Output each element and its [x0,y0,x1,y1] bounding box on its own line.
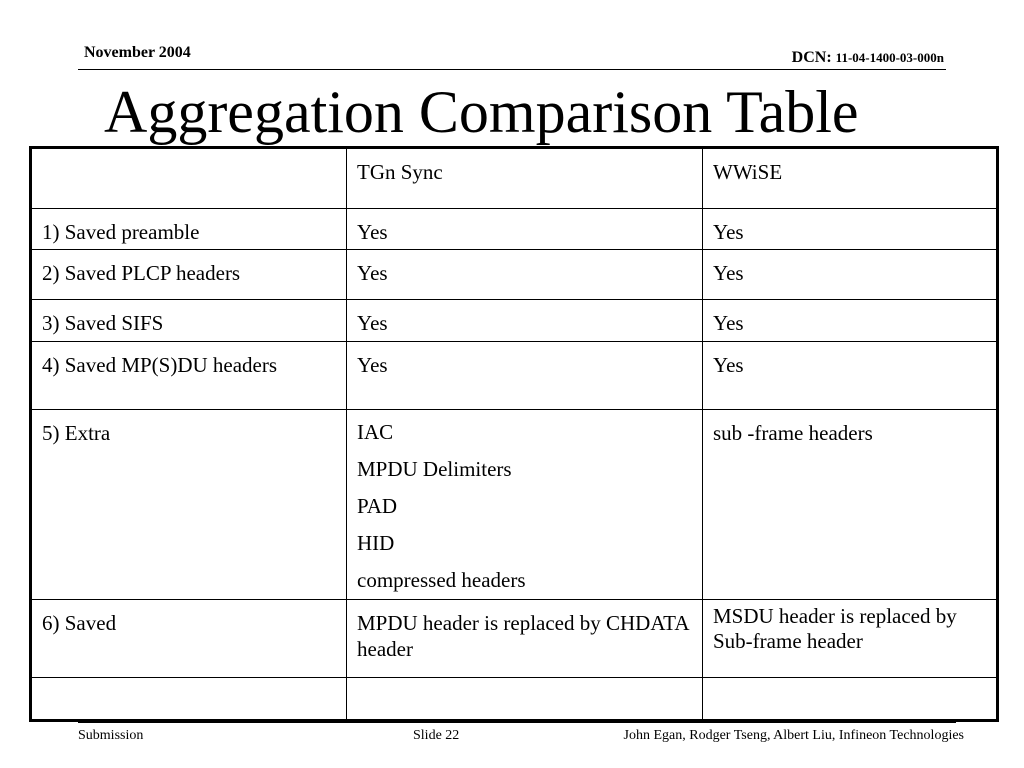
footer-authors: John Egan, Rodger Tseng, Albert Liu, Inf… [623,728,964,743]
table-row: 3) Saved SIFS Yes Yes [30,299,998,342]
list-item: compressed headers [357,568,526,592]
dcn-number: 11-04-1400-03-000n [835,50,944,65]
table-row: 4) Saved MP(S)DU headers Yes Yes [30,341,998,410]
tgn-sync-cell: Yes [346,249,703,300]
comparison-table: TGn Sync WWiSE 1) Saved preamble Yes Yes… [29,146,999,722]
list-item: HID [357,531,395,555]
header-divider [78,69,946,70]
wwise-cell: MSDU header is replaced by Sub-frame hea… [702,599,998,678]
footer-submission: Submission [78,728,144,743]
wwise-cell: Yes [702,299,998,342]
column-header-feature [30,147,347,209]
header-date: November 2004 [84,44,191,61]
wwise-cell: sub -frame headers [702,409,998,600]
tgn-sync-cell: Yes [346,341,703,410]
wwise-cell: Yes [702,208,998,250]
tgn-sync-cell: MPDU header is replaced by CHDATA header [346,599,703,678]
table-row: 2) Saved PLCP headers Yes Yes [30,249,998,300]
footer-divider [78,722,956,723]
header-dcn: DCN: 11-04-1400-03-000n [792,49,944,67]
column-header-wwise: WWiSE [702,147,998,209]
list-item: IAC [357,420,394,444]
tgn-sync-cell: Yes [346,299,703,342]
feature-cell: 2) Saved PLCP headers [30,249,347,300]
slide-title: Aggregation Comparison Table [104,79,859,145]
tgn-sync-cell [346,677,703,721]
dcn-label: DCN: [791,49,832,66]
table-row: 1) Saved preamble Yes Yes [30,208,998,250]
tgn-sync-cell: Yes [346,208,703,250]
feature-cell: 6) Saved [30,599,347,678]
table-row: 5) Extra IAC MPDU Delimiters PAD HID com… [30,409,998,600]
wwise-cell: Yes [702,341,998,410]
wwise-cell [702,677,998,721]
table-header-row: TGn Sync WWiSE [30,147,998,209]
table-row [30,677,998,721]
list-item: MPDU Delimiters [357,457,512,481]
feature-cell: 3) Saved SIFS [30,299,347,342]
wwise-cell: Yes [702,249,998,300]
table-row: 6) Saved MPDU header is replaced by CHDA… [30,599,998,678]
footer-slide-number: Slide 22 [413,728,460,743]
column-header-tgn-sync: TGn Sync [346,147,703,209]
feature-cell: 5) Extra [30,409,347,600]
tgn-sync-cell: IAC MPDU Delimiters PAD HID compressed h… [346,409,703,600]
feature-cell: 4) Saved MP(S)DU headers [30,341,347,410]
feature-cell [30,677,347,721]
feature-cell: 1) Saved preamble [30,208,347,250]
list-item: PAD [357,494,398,518]
